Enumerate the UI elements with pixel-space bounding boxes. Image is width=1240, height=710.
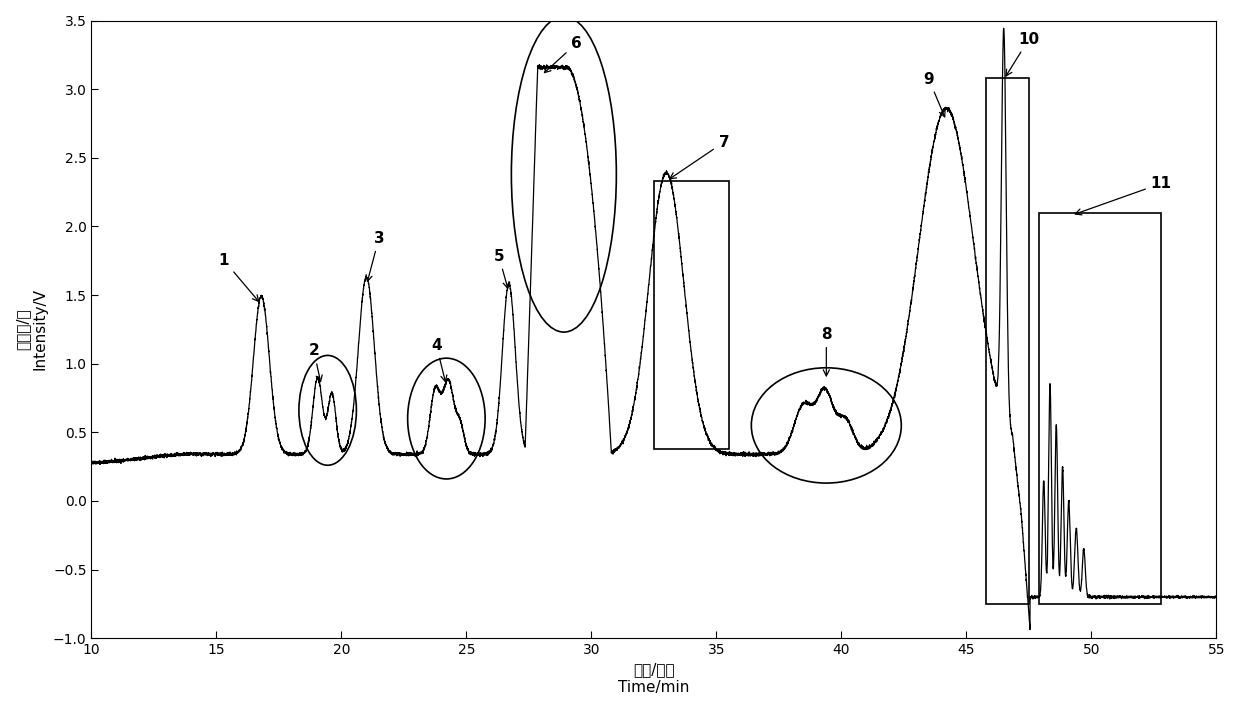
Text: 2: 2 (309, 344, 322, 381)
Text: 7: 7 (670, 135, 729, 179)
Text: 9: 9 (924, 72, 945, 117)
X-axis label: 时间/分钟
Time/min: 时间/分钟 Time/min (619, 662, 689, 695)
Bar (986, 78, 1029, 604)
Text: 1: 1 (218, 253, 259, 302)
Text: 3: 3 (366, 231, 384, 281)
Text: 8: 8 (821, 327, 832, 376)
Text: 4: 4 (432, 338, 446, 381)
Y-axis label: 响应値/伏
Intensity/V: 响应値/伏 Intensity/V (15, 288, 47, 371)
Text: 11: 11 (1075, 176, 1172, 215)
Bar (1039, 213, 1161, 604)
Bar (653, 181, 729, 449)
Text: 10: 10 (1006, 32, 1039, 76)
Text: 6: 6 (544, 36, 582, 72)
Text: 5: 5 (494, 248, 510, 288)
